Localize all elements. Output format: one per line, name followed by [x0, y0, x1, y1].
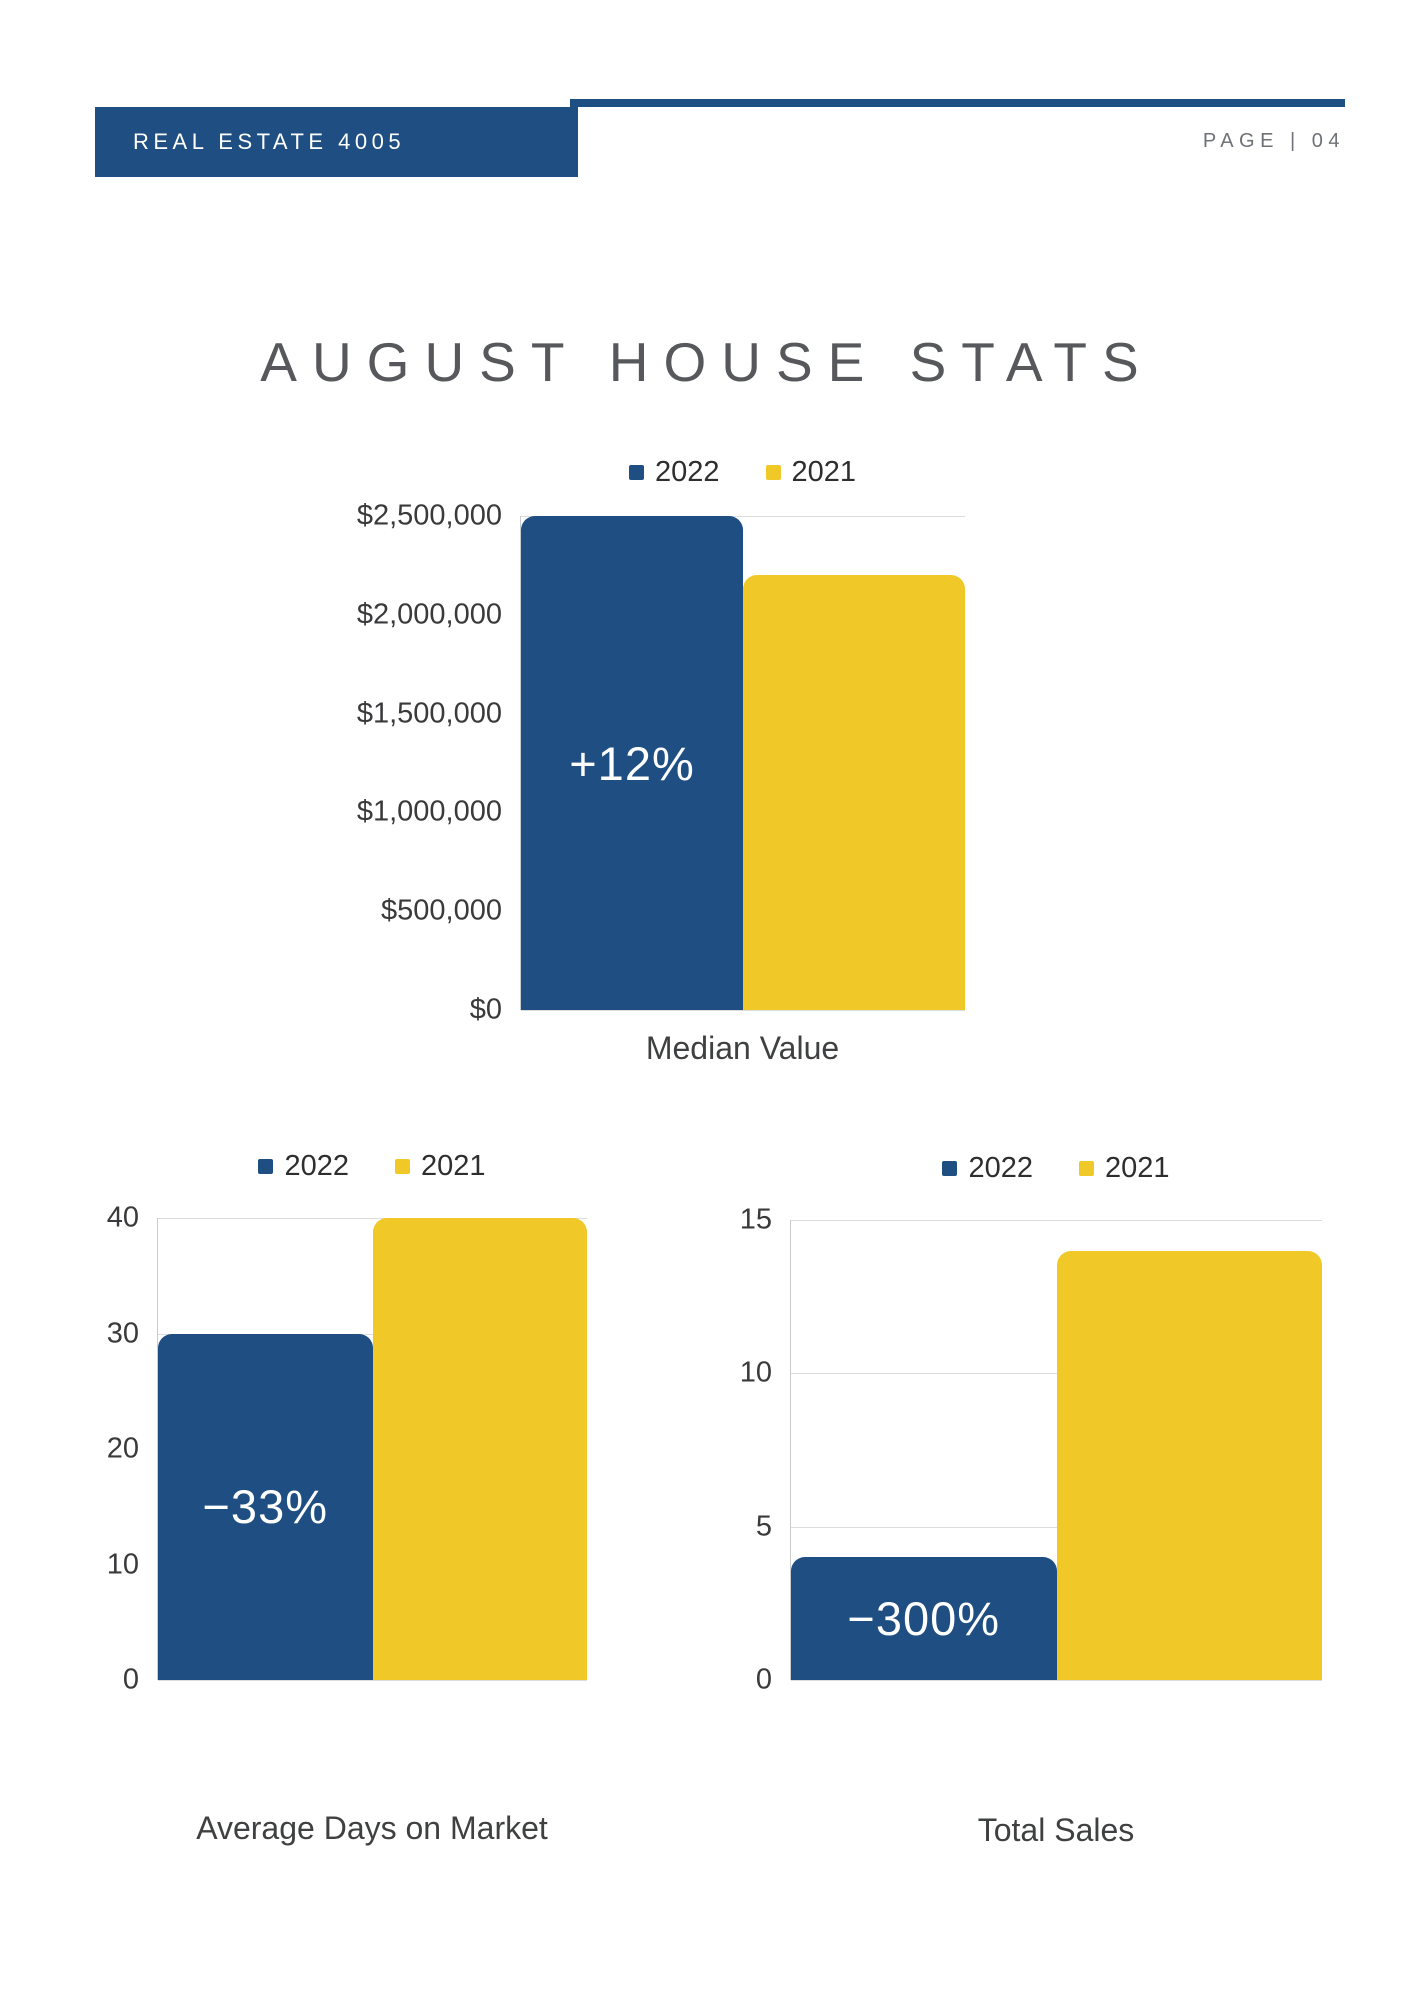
y-tick-label: 10	[106, 1548, 139, 1580]
legend-label: 2022	[968, 1151, 1033, 1184]
y-tick-label: $1,000,000	[356, 795, 502, 828]
page-number: PAGE | 04	[1202, 130, 1345, 152]
legend-item-2021: 2021	[1079, 1152, 1170, 1185]
total-sales-chart: 2022 2021 15 10 5 0 −300% Total Sales	[640, 1150, 1322, 1849]
legend-label: 2021	[421, 1149, 486, 1182]
y-tick-label: $2,000,000	[356, 598, 502, 631]
y-tick-label: 5	[755, 1510, 772, 1543]
legend-label: 2021	[1105, 1151, 1170, 1184]
gridline	[158, 1218, 587, 1219]
brand-label: REAL ESTATE 4005	[133, 129, 406, 154]
y-tick-label: 0	[122, 1663, 139, 1696]
x-axis-label: Average Days on Market	[196, 1810, 548, 1846]
legend-swatch-2021-icon	[1079, 1160, 1094, 1176]
gridline	[521, 1010, 965, 1011]
bar-2022: +12%	[521, 516, 743, 1010]
legend-item-2022: 2022	[628, 455, 720, 489]
y-tick-label: 10	[739, 1356, 772, 1389]
legend-label: 2021	[791, 455, 857, 488]
y-tick-label: 20	[106, 1432, 139, 1465]
legend-label: 2022	[654, 455, 720, 488]
bar-2022: −33%	[158, 1333, 373, 1680]
legend-label: 2022	[284, 1149, 349, 1182]
bar-2022: −300%	[791, 1557, 1057, 1680]
bar-2021	[372, 1218, 587, 1680]
change-annotation: −33%	[202, 1480, 329, 1534]
y-axis-ticks: 40 30 20 10 0	[55, 1202, 157, 1696]
legend-item-2022: 2022	[942, 1152, 1033, 1185]
y-axis-ticks: $2,500,000 $2,000,000 $1,500,000 $1,000,000…	[295, 500, 520, 1026]
plot-area: −33%	[157, 1218, 587, 1681]
page-title: AUGUST HOUSE STATS	[260, 331, 1154, 393]
legend-swatch-2022-icon	[942, 1160, 958, 1176]
legend-swatch-2021-icon	[765, 464, 781, 480]
bar-2021	[743, 575, 965, 1010]
legend: 2022 2021	[520, 454, 965, 490]
gridline	[791, 1220, 1322, 1221]
median-value-chart: 2022 2021 $2,500,000 $2,000,000 $1,500,000…	[295, 454, 965, 1067]
x-axis-label: Total Sales	[977, 1812, 1135, 1848]
bar-2021	[1056, 1250, 1322, 1680]
y-axis-ticks: 15 10 5 0	[640, 1204, 790, 1696]
y-tick-label: $0	[469, 993, 502, 1026]
days-on-market-chart: 2022 2021 40 30 20 10 0 −33% Average Days on…	[55, 1148, 587, 1847]
y-tick-label: 15	[739, 1203, 772, 1236]
legend: 2022 2021	[790, 1150, 1322, 1186]
y-tick-label: $2,500,000	[356, 499, 502, 532]
gridline	[158, 1680, 587, 1681]
legend-item-2021: 2021	[765, 455, 857, 489]
plot-area: +12%	[520, 516, 965, 1011]
gridline	[791, 1680, 1322, 1681]
header-rule	[570, 99, 1345, 107]
plot-area: −300%	[790, 1220, 1322, 1681]
legend-item-2022: 2022	[258, 1150, 349, 1183]
legend: 2022 2021	[157, 1148, 587, 1184]
y-tick-label: 40	[106, 1201, 139, 1234]
brand-banner: REAL ESTATE 4005	[95, 107, 578, 177]
y-tick-label: 0	[755, 1663, 772, 1696]
legend-item-2021: 2021	[395, 1150, 486, 1183]
legend-swatch-2022-icon	[628, 464, 644, 480]
y-tick-label: 30	[106, 1317, 139, 1349]
y-tick-label: $1,500,000	[356, 697, 502, 730]
legend-swatch-2022-icon	[258, 1158, 274, 1174]
change-annotation: +12%	[569, 736, 695, 790]
y-tick-label: $500,000	[381, 894, 502, 927]
gridline	[521, 516, 965, 517]
legend-swatch-2021-icon	[395, 1158, 410, 1174]
change-annotation: −300%	[847, 1592, 1001, 1646]
x-axis-label: Median Value	[645, 1030, 840, 1066]
